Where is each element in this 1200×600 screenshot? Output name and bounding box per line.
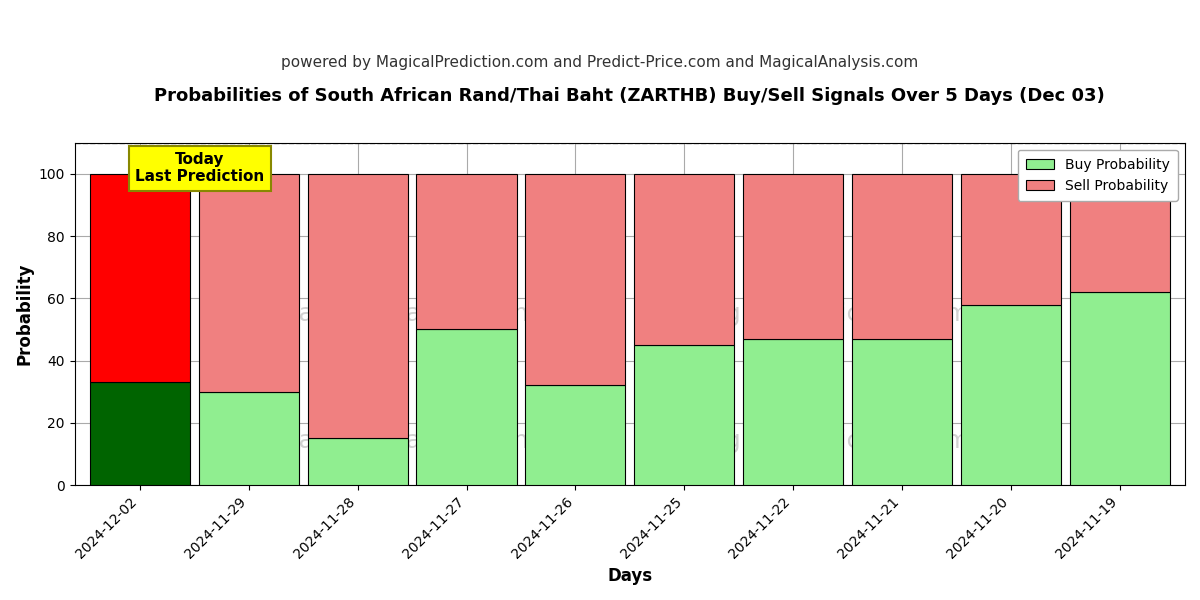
Text: MagicalPrediction.com: MagicalPrediction.com — [689, 428, 971, 452]
Bar — [634, 174, 734, 345]
Bar — [199, 392, 299, 485]
Bar — [90, 174, 190, 382]
Bar — [634, 345, 734, 485]
Bar — [90, 382, 190, 485]
X-axis label: Days: Days — [607, 567, 653, 585]
Bar — [307, 174, 408, 439]
Bar — [961, 305, 1061, 485]
Text: powered by MagicalPrediction.com and Predict-Price.com and MagicalAnalysis.com: powered by MagicalPrediction.com and Pre… — [281, 55, 919, 70]
Bar — [1069, 292, 1170, 485]
Text: MagicalPrediction.com: MagicalPrediction.com — [689, 302, 971, 326]
Text: MagicalAnalysis.com: MagicalAnalysis.com — [277, 428, 538, 452]
Bar — [852, 174, 952, 339]
Bar — [307, 439, 408, 485]
Bar — [526, 174, 625, 385]
Text: Today
Last Prediction: Today Last Prediction — [136, 152, 264, 184]
Text: MagicalAnalysis.com: MagicalAnalysis.com — [277, 302, 538, 326]
Bar — [526, 385, 625, 485]
Bar — [416, 174, 517, 329]
Bar — [743, 339, 844, 485]
Bar — [852, 339, 952, 485]
Bar — [199, 174, 299, 392]
Bar — [416, 329, 517, 485]
Bar — [743, 174, 844, 339]
Title: Probabilities of South African Rand/Thai Baht (ZARTHB) Buy/Sell Signals Over 5 D: Probabilities of South African Rand/Thai… — [155, 87, 1105, 105]
Bar — [1069, 174, 1170, 292]
Y-axis label: Probability: Probability — [16, 263, 34, 365]
Bar — [961, 174, 1061, 305]
Legend: Buy Probability, Sell Probability: Buy Probability, Sell Probability — [1018, 149, 1178, 201]
